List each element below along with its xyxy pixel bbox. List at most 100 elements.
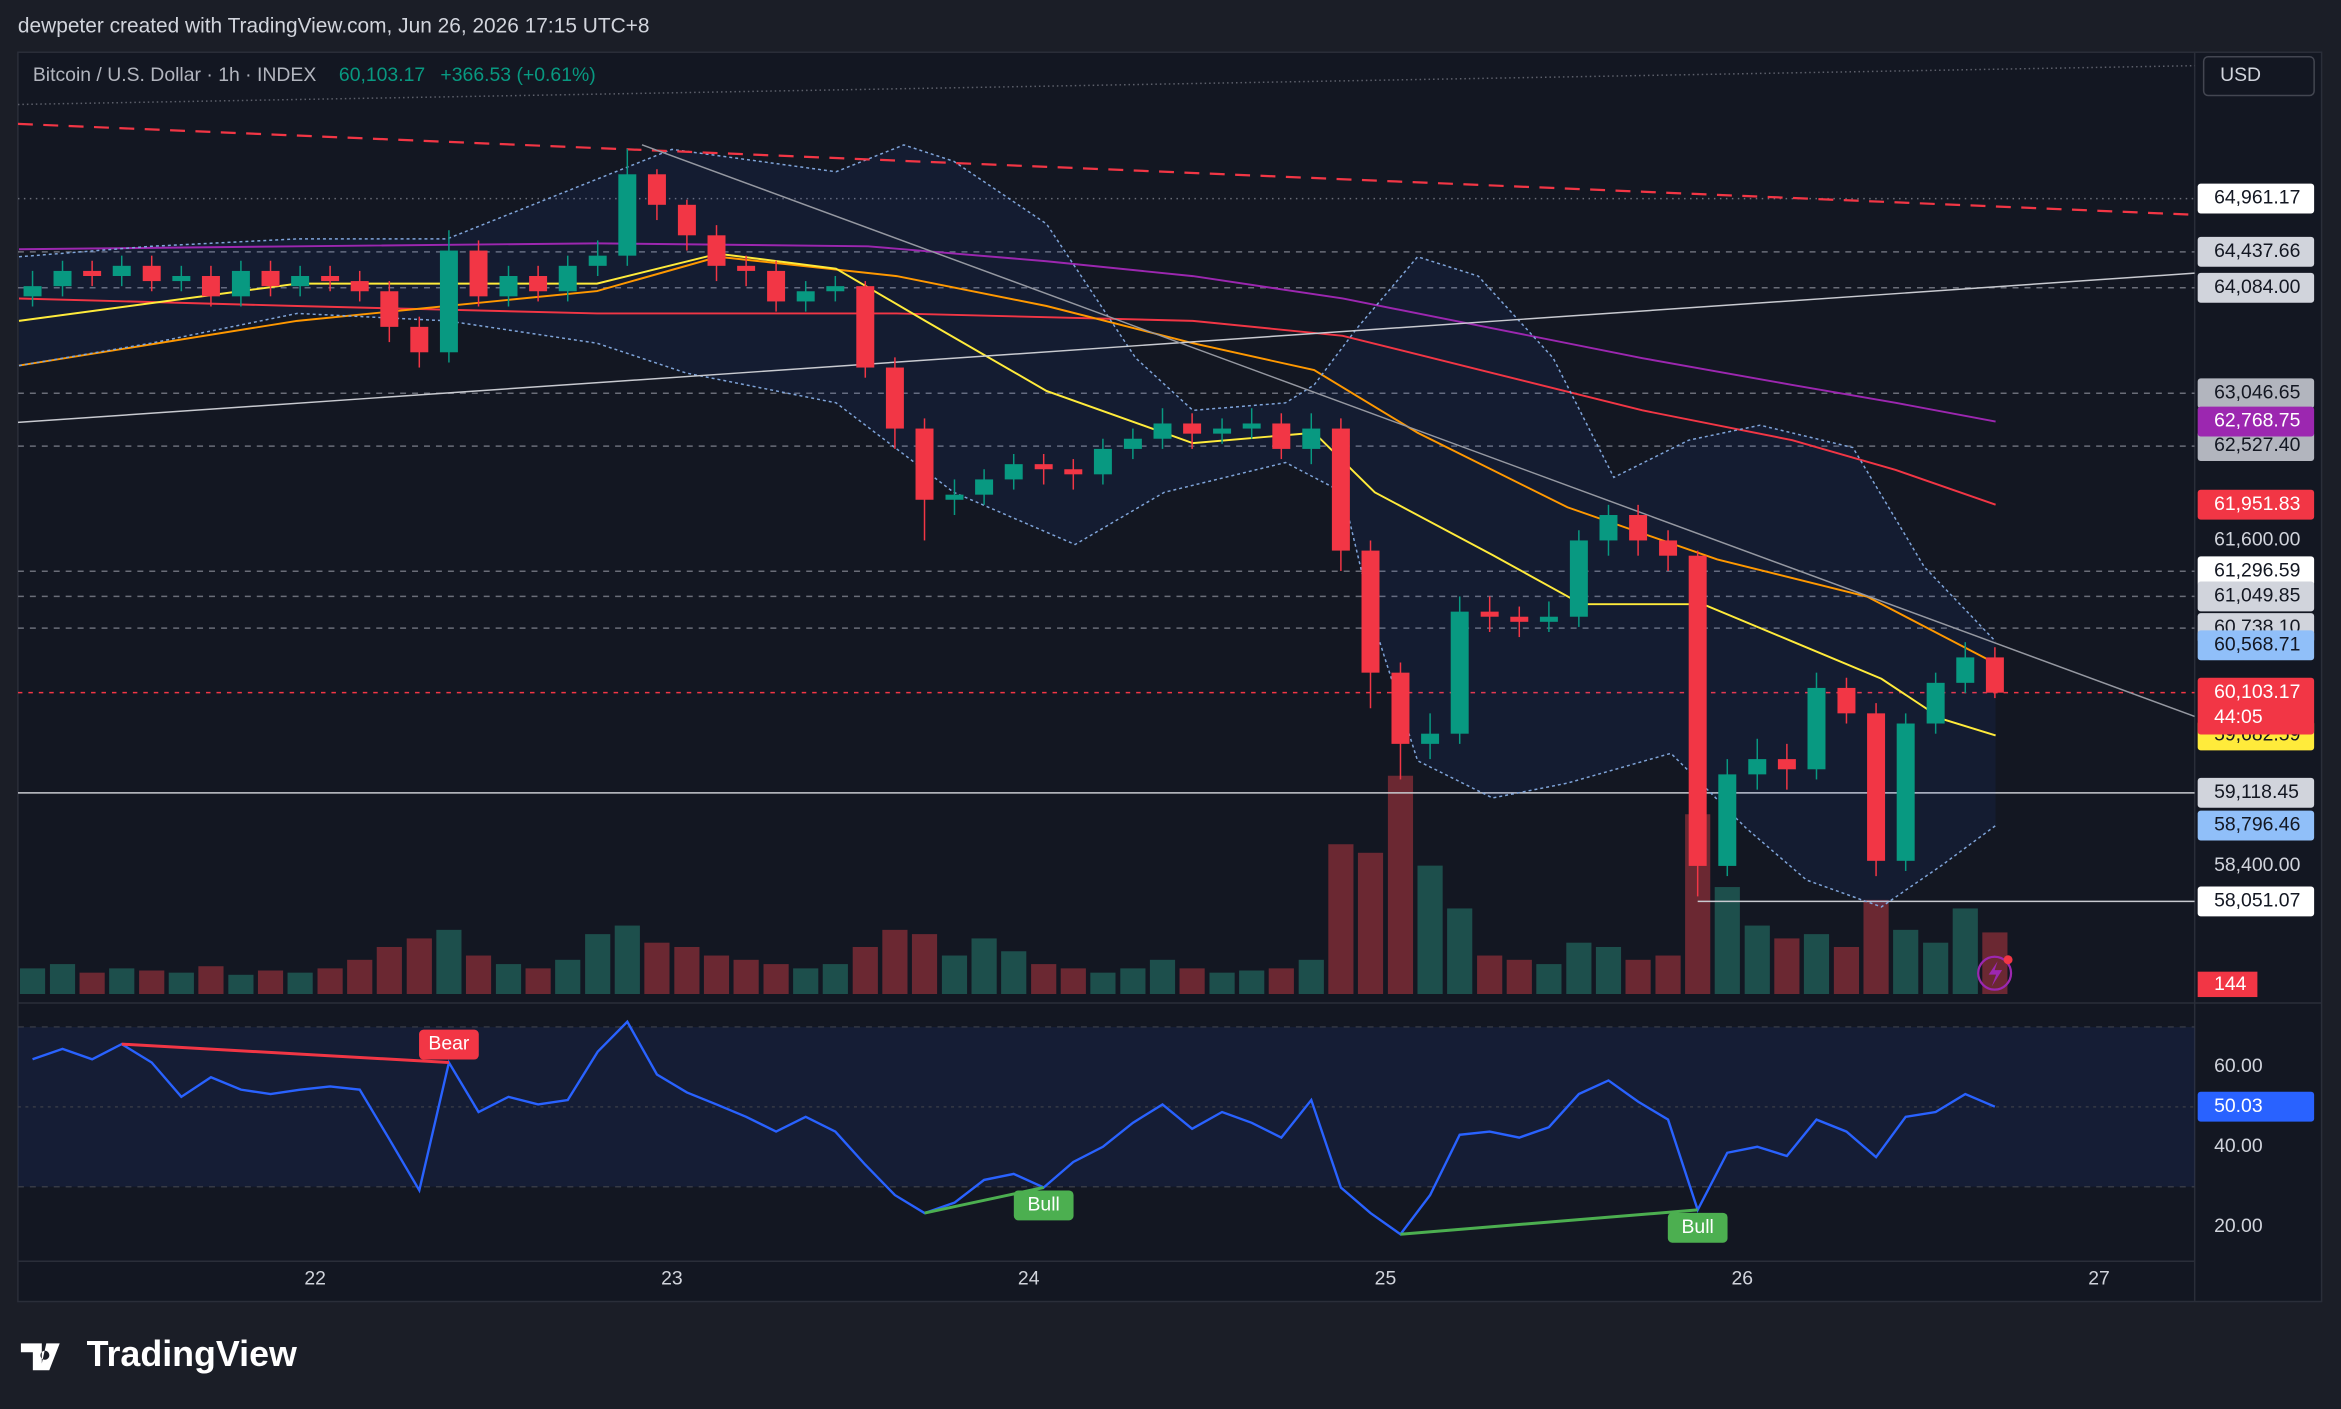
alert-bolt	[1988, 961, 2003, 987]
rsi-tick-label: 60.00	[2214, 1055, 2263, 1077]
volume-bar	[1863, 899, 1889, 995]
volume-bar	[347, 959, 373, 995]
last-price: 60,103.17	[339, 64, 425, 86]
volume-bar	[525, 968, 551, 995]
price-tag	[2197, 810, 2315, 841]
volume-bar	[1952, 908, 1978, 995]
candle-body	[856, 286, 875, 368]
price-tag	[2197, 489, 2315, 520]
volume-bar	[941, 955, 968, 995]
rsi-band	[17, 1026, 2195, 1187]
volume-tag	[2197, 971, 2258, 998]
candle-body	[1004, 464, 1023, 480]
alert-dot	[2003, 955, 2013, 965]
y-tick-label: 61,600.00	[2214, 529, 2300, 551]
volume-bar	[1120, 968, 1146, 995]
volume-bar	[1417, 865, 1443, 995]
candle-body	[231, 270, 250, 297]
volume-bar	[139, 970, 165, 995]
candle-body	[1629, 515, 1648, 541]
volume-bar	[1595, 946, 1622, 995]
rsi-last-tag	[2197, 1091, 2315, 1122]
price-change: +366.53 (+0.61%)	[440, 64, 595, 86]
price-tag-label: 60,103.17	[2214, 681, 2300, 703]
volume-bar	[1179, 968, 1205, 995]
volume-bar	[257, 970, 284, 995]
candle-body	[112, 265, 131, 276]
volume-bar	[882, 929, 908, 995]
candle-body	[1302, 428, 1321, 449]
candle-body	[410, 326, 429, 353]
volume-bar	[674, 946, 700, 995]
volume-bar	[406, 938, 432, 995]
rsi-last-label: 50.03	[2214, 1095, 2263, 1117]
candle-body	[885, 367, 904, 429]
currency-button[interactable]	[2202, 55, 2315, 97]
countdown: 44:05	[2214, 706, 2263, 728]
x-tick-label: 27	[2088, 1267, 2110, 1289]
volume-bar	[763, 964, 789, 995]
volume-bar	[971, 938, 997, 995]
rsi-line	[32, 1019, 1996, 1236]
indicator-line	[18, 297, 1996, 506]
divergence-tag	[419, 1029, 479, 1060]
volume-bar	[1357, 852, 1384, 995]
candle-body	[499, 275, 518, 297]
candle-body	[618, 174, 637, 256]
candle-body	[945, 494, 964, 500]
volume-bar	[109, 968, 135, 995]
price-tag	[2197, 272, 2315, 303]
volume-bar	[436, 929, 462, 995]
volume-bar	[1001, 951, 1027, 995]
trend-line	[17, 64, 2195, 106]
candle-body	[796, 291, 815, 302]
alert-icon[interactable]	[1977, 955, 2013, 991]
candle-body	[1807, 687, 1826, 770]
volume-bar	[1447, 908, 1473, 995]
volume-bar	[1090, 972, 1116, 995]
divergence-line	[1400, 1208, 1698, 1236]
candle-body	[1034, 464, 1053, 470]
candle-body	[1421, 733, 1440, 744]
logo-mark	[20, 1343, 60, 1371]
volume-bar	[1744, 925, 1770, 995]
divergence-line	[121, 1042, 450, 1064]
price-tag	[2197, 677, 2315, 735]
indicator-line	[18, 242, 1996, 423]
volume-bar	[1239, 970, 1265, 995]
volume-bar	[1536, 964, 1562, 995]
volume-bar	[911, 934, 938, 995]
candle-body	[1213, 428, 1232, 434]
divergence-tag	[1013, 1190, 1074, 1221]
volume-bar	[1833, 946, 1860, 995]
candle-body	[558, 265, 577, 292]
price-tag-label: 61,049.85	[2214, 585, 2300, 607]
volume-bar	[465, 955, 492, 995]
volume-bar	[1566, 942, 1592, 995]
volume-bar	[1031, 964, 1057, 995]
candle-body	[1064, 469, 1083, 475]
candle-body	[1718, 774, 1737, 866]
volume-bar	[79, 972, 105, 995]
x-tick-label: 22	[304, 1267, 326, 1289]
price-tag-label: 63,046.65	[2214, 381, 2300, 403]
volume-bar	[614, 925, 640, 995]
candle-body	[23, 286, 42, 297]
volume-bar	[1060, 968, 1086, 995]
indicator-line	[18, 144, 1997, 642]
candle-body	[1777, 759, 1796, 770]
volume-bar	[287, 972, 313, 995]
volume-bar	[1298, 959, 1324, 995]
price-tag	[2197, 886, 2315, 917]
candle-body	[1748, 759, 1767, 775]
candle-body	[1272, 423, 1291, 449]
volume-bar	[228, 974, 254, 995]
rsi-tick-label: 40.00	[2214, 1135, 2263, 1157]
candle-body	[1361, 550, 1380, 673]
candle-body	[1510, 616, 1529, 622]
candle-body	[915, 428, 934, 500]
candle-body	[1331, 428, 1350, 551]
candle-body	[1956, 657, 1975, 683]
volume-bar	[376, 946, 402, 995]
logo: TradingView	[87, 1334, 297, 1374]
